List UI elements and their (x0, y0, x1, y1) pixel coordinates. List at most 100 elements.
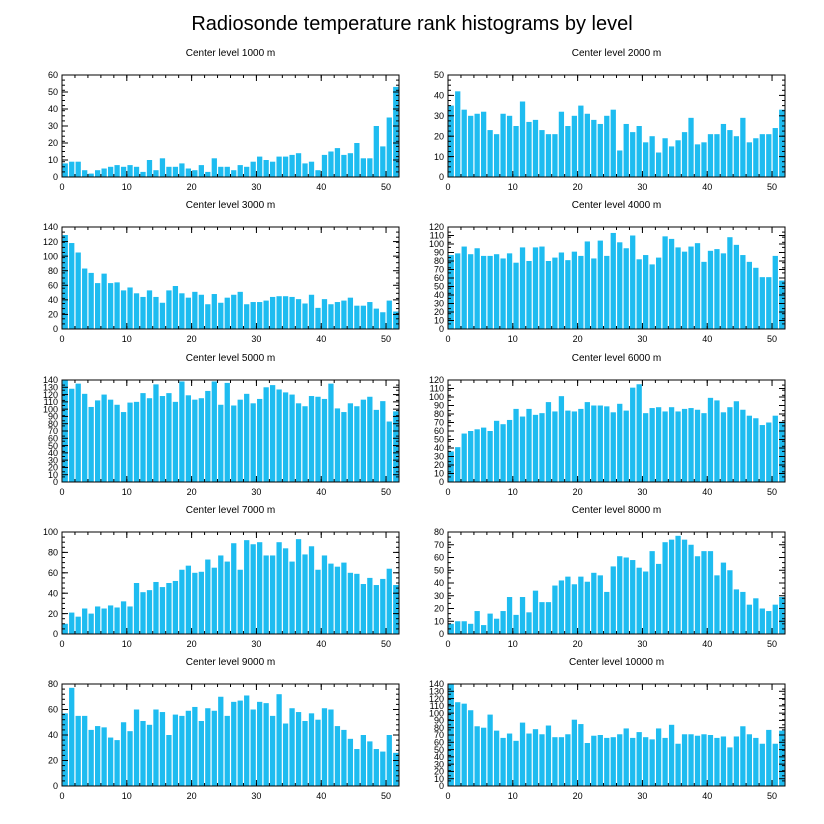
bar (753, 138, 759, 177)
bar (120, 601, 127, 634)
bar (360, 584, 366, 634)
bar (224, 166, 230, 177)
bar (257, 398, 263, 482)
bar (481, 427, 487, 482)
bar (675, 411, 681, 482)
bar (69, 612, 75, 634)
x-tick-label: 40 (316, 791, 326, 801)
bar (237, 165, 243, 177)
bar (367, 741, 373, 787)
x-tick-label: 0 (445, 182, 450, 192)
bar (701, 142, 707, 177)
bar (373, 749, 379, 786)
bar (341, 300, 347, 329)
bar (289, 296, 295, 329)
bar (250, 302, 256, 329)
bar (179, 163, 185, 177)
bar (759, 743, 765, 786)
bar (539, 130, 545, 177)
x-tick-label: 30 (251, 334, 261, 344)
bar (448, 623, 454, 634)
bar (347, 297, 354, 329)
y-tick-label: 100 (429, 392, 444, 402)
bar (461, 433, 467, 482)
y-tick-label: 140 (43, 375, 58, 385)
y-tick-label: 110 (430, 701, 444, 711)
bar (539, 413, 545, 482)
bar (623, 123, 629, 177)
x-tick-label: 20 (573, 791, 583, 801)
x-tick-label: 40 (316, 487, 326, 497)
panel-title: Center level 4000 m (572, 200, 662, 211)
bar (727, 570, 733, 634)
bar (526, 733, 532, 786)
bar (308, 713, 315, 786)
bar (500, 424, 506, 482)
y-tick-label: 60 (48, 433, 58, 443)
bar (500, 737, 506, 786)
bar (455, 447, 461, 482)
figure-title: Radiosonde temperature rank histograms b… (191, 13, 632, 35)
bar (766, 611, 772, 634)
x-tick-label: 10 (122, 182, 132, 192)
bar (82, 268, 88, 329)
x-tick-label: 40 (702, 182, 712, 192)
y-tick-label: 70 (434, 265, 444, 275)
bar (367, 158, 373, 177)
bar (127, 731, 133, 786)
bar (360, 735, 366, 786)
x-tick-label: 10 (508, 639, 518, 649)
bar (185, 395, 192, 482)
bar (302, 406, 308, 482)
bar (380, 312, 386, 329)
y-tick-label: 140 (43, 222, 58, 232)
bar (107, 399, 114, 482)
bar (545, 725, 552, 786)
y-tick-label: 50 (48, 441, 58, 451)
bar (532, 590, 539, 634)
panel-10: Center level 10000 m0 10 20 30 40 50010203040… (429, 657, 786, 801)
bar (604, 737, 610, 786)
bar (88, 406, 94, 482)
bar (257, 156, 263, 177)
bar (347, 738, 354, 786)
bar (617, 403, 623, 482)
bar (675, 743, 681, 786)
y-tick-label: 80 (48, 548, 58, 558)
bar (107, 605, 114, 634)
y-tick-label: 70 (434, 730, 444, 740)
bar (461, 621, 467, 634)
bar (746, 142, 752, 177)
bar (720, 736, 727, 786)
bar (114, 282, 120, 329)
bar (733, 136, 740, 177)
bar (295, 299, 302, 329)
bar (328, 709, 334, 786)
bar (127, 165, 133, 177)
bar (565, 576, 571, 635)
y-tick-label: 30 (434, 759, 444, 769)
bar (218, 696, 224, 786)
bar (211, 294, 217, 329)
y-tick-label: 0 (53, 781, 58, 791)
bar (597, 735, 603, 786)
y-tick-label: 10 (434, 616, 444, 626)
bar (584, 241, 590, 329)
bar (526, 612, 532, 634)
bar (701, 734, 707, 786)
bar (159, 158, 166, 177)
panel-title: Center level 6000 m (572, 353, 662, 364)
x-tick-label: 40 (316, 182, 326, 192)
x-tick-label: 30 (251, 791, 261, 801)
bar (623, 728, 629, 786)
y-tick-label: 40 (48, 295, 58, 305)
bar (120, 412, 127, 482)
bar (481, 111, 487, 177)
x-tick-label: 10 (508, 791, 518, 801)
bar (237, 291, 243, 329)
bar (373, 126, 379, 177)
bar (545, 261, 552, 329)
bar (263, 160, 269, 177)
panel-3: Center level 3000 m 0 10 20 30 40 50 0 20 40 60 80 1… (43, 200, 400, 344)
bar (681, 539, 688, 634)
